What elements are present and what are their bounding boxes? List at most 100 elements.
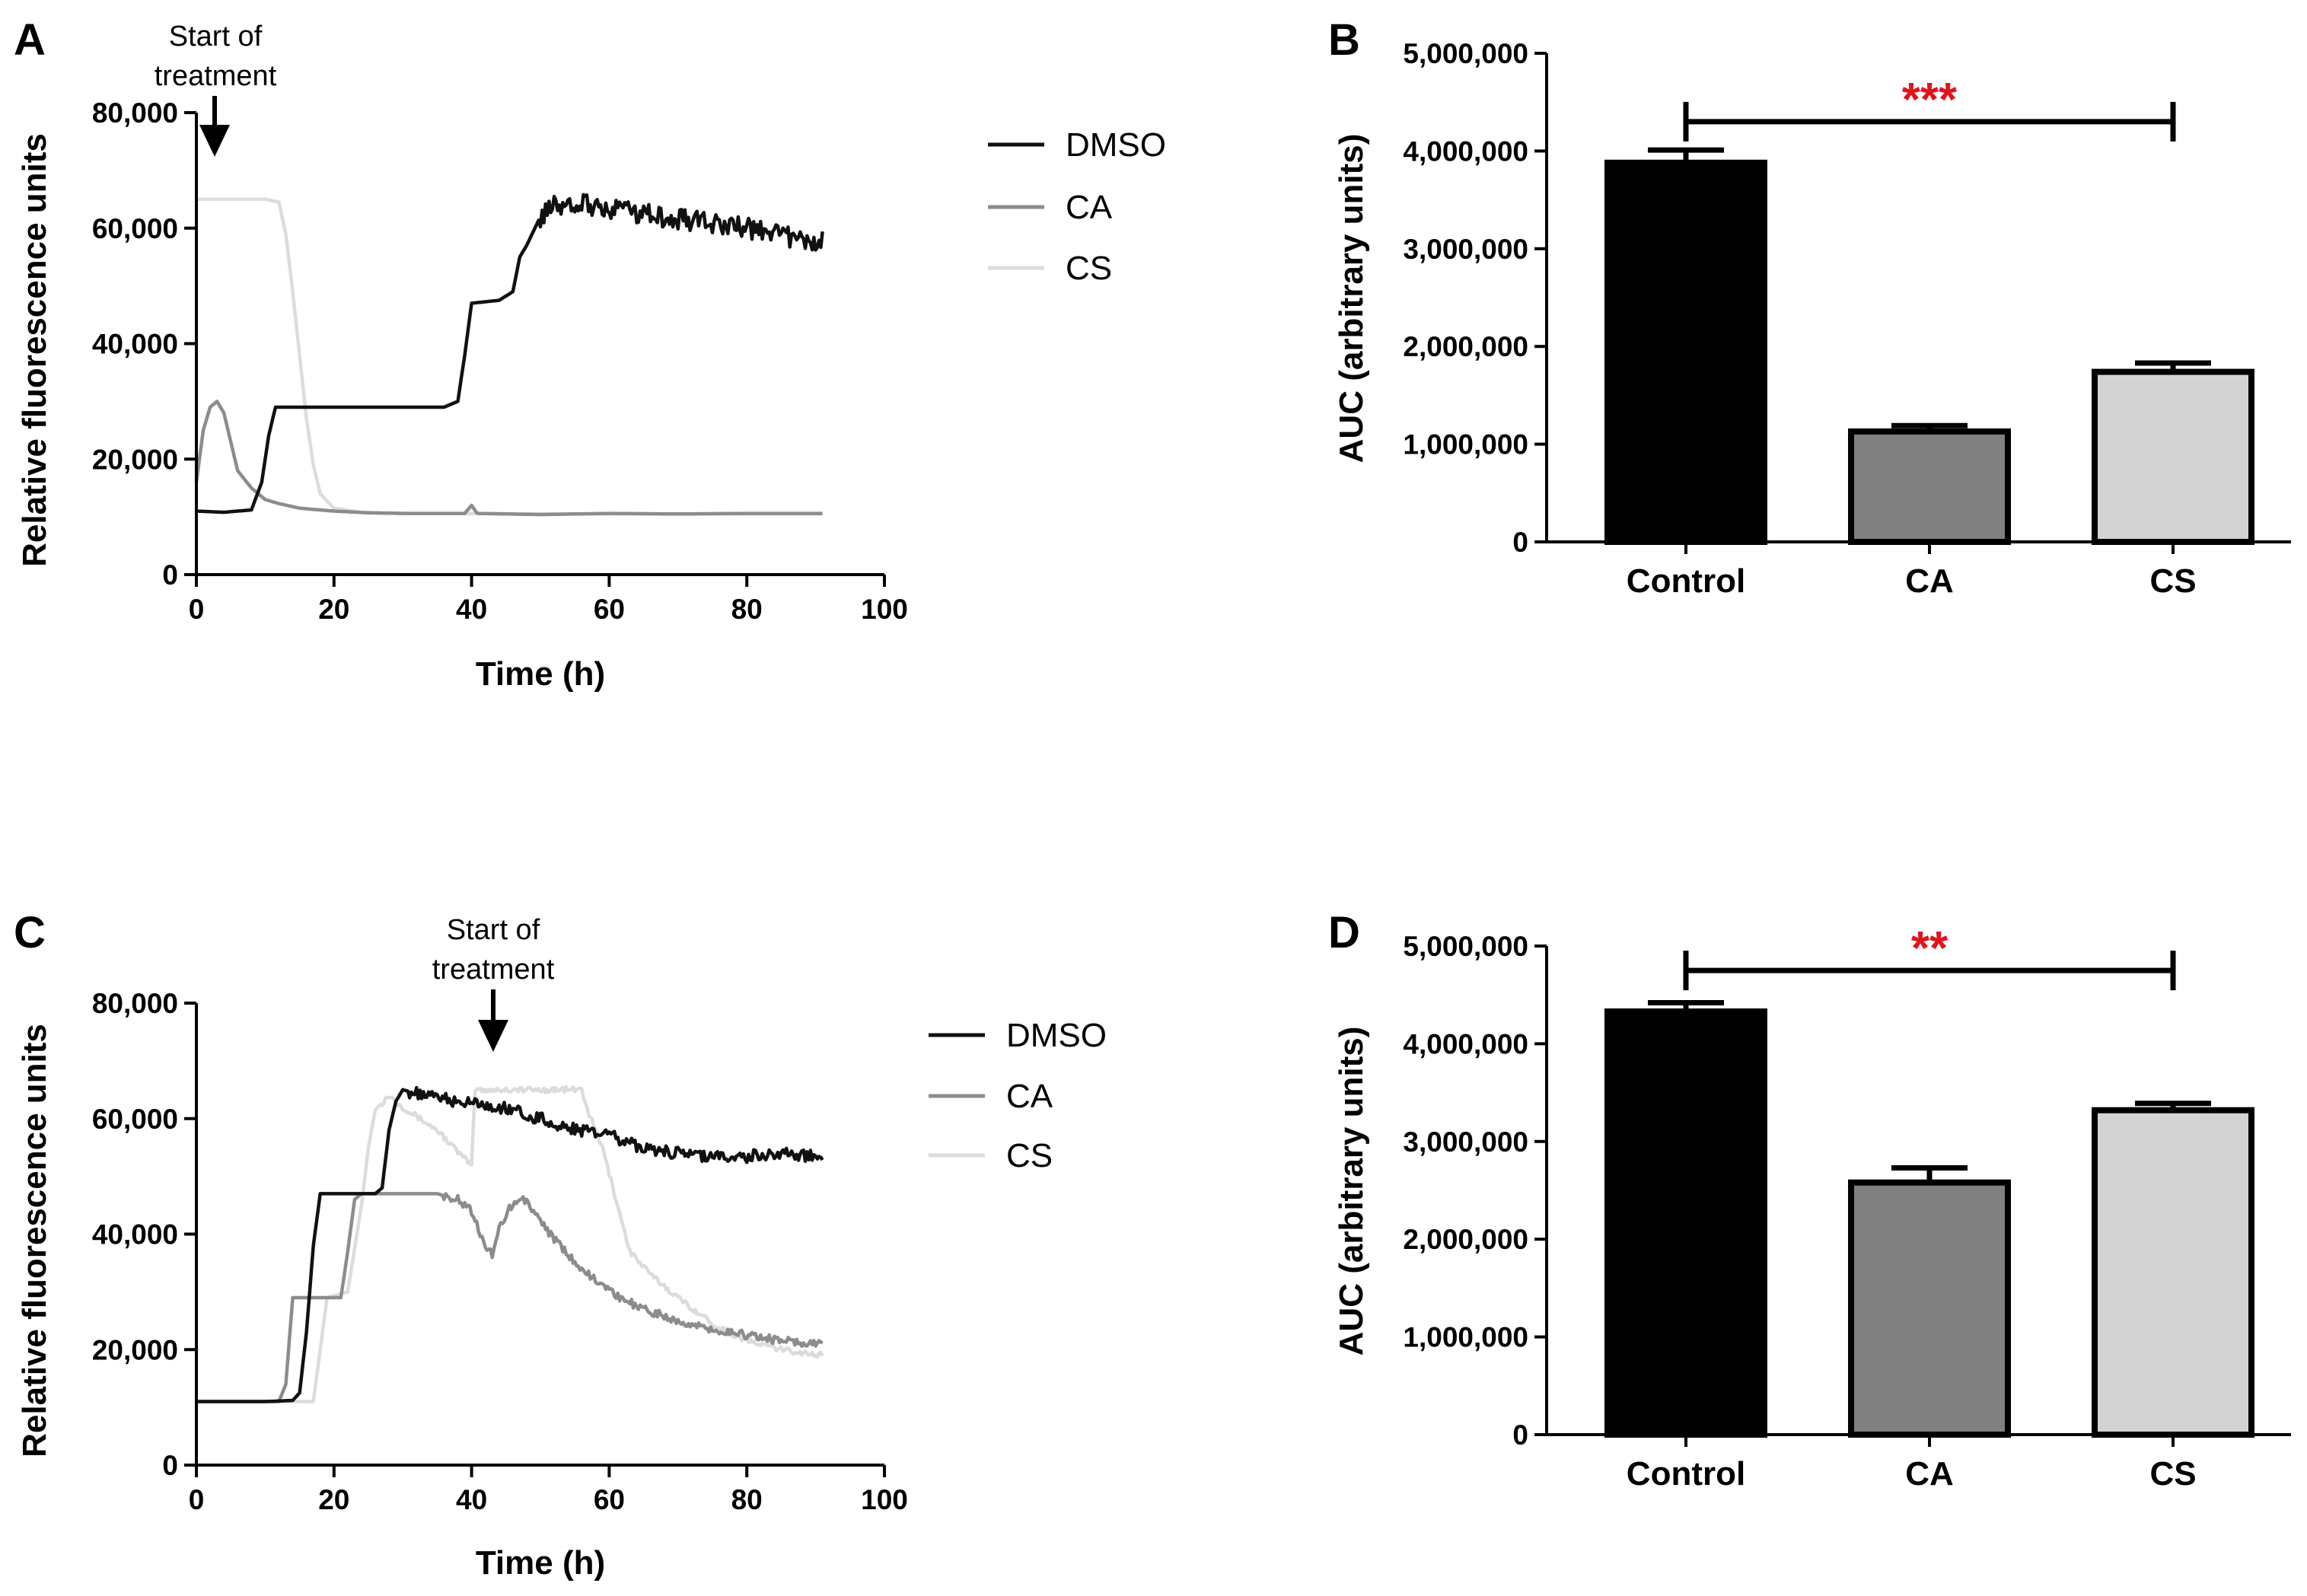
panel-letter-c: C: [14, 908, 46, 957]
y-tick-label: 0: [162, 1450, 178, 1481]
legend-label-cs: CS: [1006, 1137, 1053, 1174]
x-tick-label: 100: [861, 594, 908, 625]
bar-ca: [1848, 428, 2011, 546]
panel-a-treatment-annotation: Start of treatment: [155, 21, 277, 157]
x-tick-label: 60: [594, 594, 625, 625]
bar-ca: [1848, 1179, 2011, 1438]
x-tick-label: 0: [189, 1484, 205, 1515]
y-tick-label: 2,000,000: [1403, 1224, 1528, 1255]
panel-d-y-axis-title: AUC (arbitrary units): [1333, 1027, 1370, 1356]
panel-c-x-axis-title: Time (h): [476, 1544, 605, 1582]
panel-d-bars: [1604, 999, 2254, 1438]
arrow-down-icon: [199, 125, 230, 157]
y-tick-label: 20,000: [92, 444, 178, 475]
panel-a-legend: DMSO CA CS: [988, 126, 1166, 287]
panel-a-y-ticks: 0 20,000 40,000 60,000 80,000: [92, 97, 196, 591]
panel-a-x-ticks: 0 20 40 60 80 100: [189, 575, 908, 625]
category-label-cs: CS: [2149, 562, 2196, 600]
y-tick-label: 40,000: [92, 329, 178, 360]
y-tick-label: 40,000: [92, 1219, 178, 1250]
y-tick-label: 3,000,000: [1403, 1126, 1528, 1158]
series-line-cs: [196, 197, 823, 516]
x-tick-label: 80: [731, 594, 763, 625]
legend-label-cs: CS: [1066, 250, 1112, 287]
y-tick-label: 5,000,000: [1403, 931, 1528, 962]
panel-c-legend: DMSO CA CS: [929, 1017, 1107, 1174]
panel-c-annotation-line2: treatment: [432, 954, 555, 986]
legend-label-dmso: DMSO: [1006, 1017, 1107, 1054]
panel-a-series: [194, 193, 824, 517]
panel-a-annotation-line2: treatment: [155, 60, 277, 92]
x-tick-label: 40: [456, 1484, 487, 1515]
y-tick-label: 4,000,000: [1403, 135, 1528, 167]
y-tick-label: 5,000,000: [1403, 38, 1528, 69]
x-tick-label: 20: [318, 1484, 349, 1515]
x-tick-label: 100: [861, 1484, 908, 1515]
x-tick-label: 40: [456, 594, 487, 625]
panel-a-x-axis-title: Time (h): [476, 655, 605, 693]
y-tick-label: 60,000: [92, 213, 178, 244]
series-line-dmso: [196, 1085, 824, 1403]
x-tick-label: 0: [189, 594, 205, 625]
panel-b: B AUC (arbitrary units) 0 1,000,000 2,000,…: [1328, 15, 2291, 600]
category-label-control: Control: [1627, 1455, 1745, 1492]
category-label-ca: CA: [1905, 1455, 1954, 1492]
panel-c-x-ticks: 0 20 40 60 80 100: [189, 1465, 908, 1515]
bar-control: [1604, 1008, 1767, 1438]
panel-b-significance-label: ***: [1902, 74, 1958, 126]
panel-d-significance: **: [1683, 922, 2176, 991]
panel-d-y-ticks: 0 1,000,000 2,000,000 3,000,000 4,000,000 5,0…: [1403, 931, 1547, 1451]
y-tick-label: 2,000,000: [1403, 331, 1528, 362]
arrow-down-icon: [478, 1020, 508, 1052]
x-tick-label: 20: [318, 594, 349, 625]
panel-b-categories: Control CA CS: [1627, 542, 2197, 600]
panel-a-y-axis-title: Relative fluorescence units: [16, 133, 53, 567]
x-tick-label: 80: [731, 1484, 763, 1515]
category-label-cs: CS: [2149, 1455, 2196, 1492]
y-tick-label: 80,000: [92, 988, 178, 1019]
bar-cs: [2092, 368, 2254, 546]
panel-b-bars: [1604, 147, 2254, 546]
panel-d: D AUC (arbitrary units) 0 1,000,000 2,000,…: [1328, 908, 2291, 1492]
panel-c-annotation-line1: Start of: [447, 914, 540, 946]
y-tick-label: 60,000: [92, 1104, 178, 1135]
category-label-control: Control: [1627, 562, 1745, 600]
y-tick-label: 0: [1512, 1419, 1528, 1451]
panel-letter-a: A: [14, 15, 46, 65]
panel-a: A Relative fluorescence units Time (h) 0…: [14, 15, 1166, 693]
bar-cs: [2092, 1107, 2254, 1438]
panel-d-axes: [1545, 946, 2291, 1436]
panel-c-axes: [195, 1003, 884, 1467]
panel-b-y-ticks: 0 1,000,000 2,000,000 3,000,000 4,000,000 5,0…: [1403, 38, 1547, 558]
legend-label-dmso: DMSO: [1066, 126, 1166, 164]
panel-d-categories: Control CA CS: [1627, 1435, 2197, 1492]
bar-control: [1604, 159, 1767, 545]
y-tick-label: 1,000,000: [1403, 429, 1528, 460]
y-tick-label: 0: [1512, 527, 1528, 558]
panel-a-annotation-line1: Start of: [169, 21, 263, 53]
panel-b-significance: ***: [1683, 74, 2176, 142]
y-tick-label: 4,000,000: [1403, 1028, 1528, 1059]
panel-d-significance-label: **: [1911, 922, 1949, 975]
y-tick-label: 20,000: [92, 1334, 178, 1365]
panel-c-treatment-annotation: Start of treatment: [432, 914, 555, 1052]
y-tick-label: 3,000,000: [1403, 234, 1528, 265]
y-tick-label: 80,000: [92, 97, 178, 129]
x-tick-label: 60: [594, 1484, 625, 1515]
legend-label-ca: CA: [1066, 189, 1113, 226]
series-line-dmso: [196, 193, 824, 514]
panel-c-y-axis-title: Relative fluorescence units: [16, 1024, 53, 1457]
panel-b-axes: [1545, 53, 2291, 543]
series-line-ca: [196, 1192, 824, 1403]
panel-letter-b: B: [1328, 15, 1360, 65]
y-tick-label: 1,000,000: [1403, 1322, 1528, 1353]
panel-b-y-axis-title: AUC (arbitrary units): [1333, 134, 1370, 464]
series-line-cs: [196, 1085, 824, 1403]
panel-letter-d: D: [1328, 908, 1360, 957]
series-line-ca: [194, 400, 823, 517]
panel-a-axes: [195, 113, 884, 576]
panel-c-series: [196, 1085, 824, 1403]
panel-c: C Relative fluorescence units Time (h) 0…: [14, 908, 1107, 1582]
panel-c-y-ticks: 0 20,000 40,000 60,000 80,000: [92, 988, 196, 1481]
